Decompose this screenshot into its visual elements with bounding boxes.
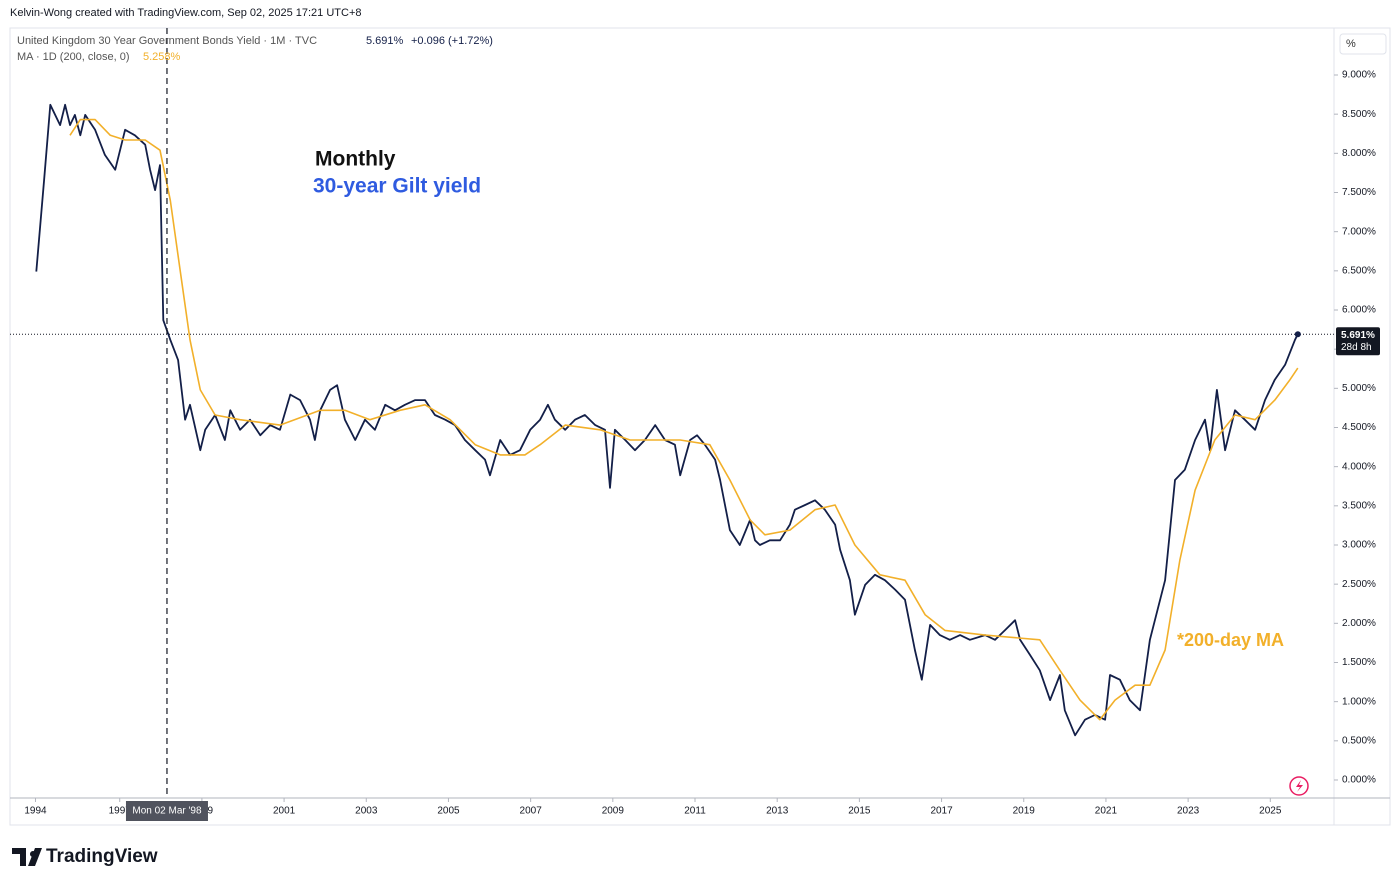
- y-tick-label: 3.000%: [1342, 540, 1376, 551]
- price-label-box: [1336, 327, 1380, 356]
- x-tick-label: 2003: [355, 806, 378, 817]
- y-tick-label: 2.000%: [1342, 618, 1376, 629]
- y-tick-label: 5.000%: [1342, 383, 1376, 394]
- y-tick-label: 6.000%: [1342, 305, 1376, 316]
- alert-icon-bolt: [1296, 780, 1303, 792]
- legend-price: 5.691%: [366, 35, 404, 47]
- x-tick-label: 2023: [1177, 806, 1200, 817]
- logo-text: TradingView: [46, 846, 158, 867]
- x-tick-label: 2021: [1095, 806, 1118, 817]
- x-tick-label: 2007: [520, 806, 543, 817]
- y-tick-label: 2.500%: [1342, 579, 1376, 590]
- x-tick-label: 2017: [930, 806, 953, 817]
- x-tick-label: 2013: [766, 806, 789, 817]
- x-tick-label: 1997: [109, 806, 132, 817]
- y-tick-label: 8.500%: [1342, 109, 1376, 120]
- y-tick-label: 3.500%: [1342, 500, 1376, 511]
- annotation: *200-day MA: [1177, 630, 1284, 650]
- y-tick-label: 8.000%: [1342, 148, 1376, 159]
- x-tick-label: 2015: [848, 806, 871, 817]
- x-tick-label: 2019: [1013, 806, 1036, 817]
- y-tick-label: 0.000%: [1342, 775, 1376, 786]
- credit: Kelvin-Wong created with TradingView.com…: [10, 7, 362, 19]
- legend-ma: MA · 1D (200, close, 0): [17, 51, 130, 63]
- crosshair-label-box: [125, 801, 208, 821]
- legend-ma-value: 5.258%: [143, 51, 181, 63]
- y-tick-label: 7.000%: [1342, 226, 1376, 237]
- axis-unit: %: [1346, 38, 1356, 50]
- last-point: [1294, 331, 1301, 338]
- plot: 0.000% 0.500% 1.000% 1.500% 2.000% 2.500% 3.00…: [10, 28, 1380, 821]
- x-tick-label: 2005: [437, 806, 460, 817]
- logo-mark: [12, 848, 42, 866]
- price-label: 5.691%: [1341, 330, 1375, 341]
- y-tick-label: 0.500%: [1342, 735, 1376, 746]
- price-countdown: 28d 8h: [1341, 342, 1372, 353]
- alert-icon[interactable]: [1289, 776, 1309, 796]
- chart-frame: [9, 27, 1391, 826]
- y-tick-label: 4.500%: [1342, 422, 1376, 433]
- y-tick-label: 6.500%: [1342, 265, 1376, 276]
- y-tick-label: 1.000%: [1342, 696, 1376, 707]
- annotation: Monthly: [315, 148, 396, 171]
- x-tick-label: 2001: [273, 806, 296, 817]
- x-tick-label: 2009: [602, 806, 625, 817]
- y-tick-label: 1.500%: [1342, 657, 1376, 668]
- annotation: 30-year Gilt yield: [313, 175, 481, 198]
- x-tick-label: 1994: [24, 806, 47, 817]
- y-tick-label: 9.000%: [1342, 70, 1376, 81]
- series-line: [69, 118, 1299, 721]
- crosshair-label: Mon 02 Mar '98: [132, 806, 202, 817]
- y-tick-label: 7.500%: [1342, 187, 1376, 198]
- legend-change: +0.096 (+1.72%): [411, 35, 493, 47]
- x-tick-label: 2025: [1259, 806, 1282, 817]
- legend-symbol: United Kingdom 30 Year Government Bonds …: [17, 35, 317, 47]
- unit-box[interactable]: [1339, 33, 1387, 55]
- y-tick-label: 4.000%: [1342, 461, 1376, 472]
- overlay: United Kingdom 30 Year Government Bonds …: [12, 33, 1387, 867]
- x-tick-label: 2011: [684, 806, 706, 817]
